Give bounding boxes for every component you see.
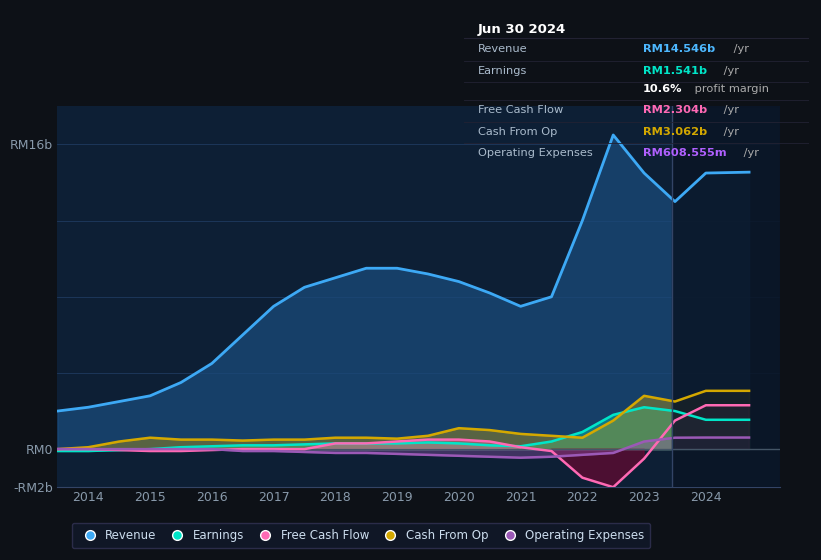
Text: RM608.555m: RM608.555m xyxy=(643,148,727,158)
Text: /yr: /yr xyxy=(730,44,749,54)
Text: Jun 30 2024: Jun 30 2024 xyxy=(478,23,566,36)
Text: RM2.304b: RM2.304b xyxy=(643,105,708,115)
Bar xyxy=(672,106,780,487)
Text: /yr: /yr xyxy=(720,66,740,76)
Text: RM3.062b: RM3.062b xyxy=(643,127,708,137)
Text: Revenue: Revenue xyxy=(478,44,527,54)
Text: RM1.541b: RM1.541b xyxy=(643,66,708,76)
Text: Cash From Op: Cash From Op xyxy=(478,127,557,137)
Text: Free Cash Flow: Free Cash Flow xyxy=(478,105,563,115)
Text: RM14.546b: RM14.546b xyxy=(643,44,715,54)
Legend: Revenue, Earnings, Free Cash Flow, Cash From Op, Operating Expenses: Revenue, Earnings, Free Cash Flow, Cash … xyxy=(71,523,650,548)
Text: /yr: /yr xyxy=(720,127,740,137)
Text: Earnings: Earnings xyxy=(478,66,527,76)
Text: /yr: /yr xyxy=(720,105,740,115)
Text: 10.6%: 10.6% xyxy=(643,84,683,94)
Text: /yr: /yr xyxy=(740,148,759,158)
Text: Operating Expenses: Operating Expenses xyxy=(478,148,593,158)
Text: profit margin: profit margin xyxy=(691,84,769,94)
